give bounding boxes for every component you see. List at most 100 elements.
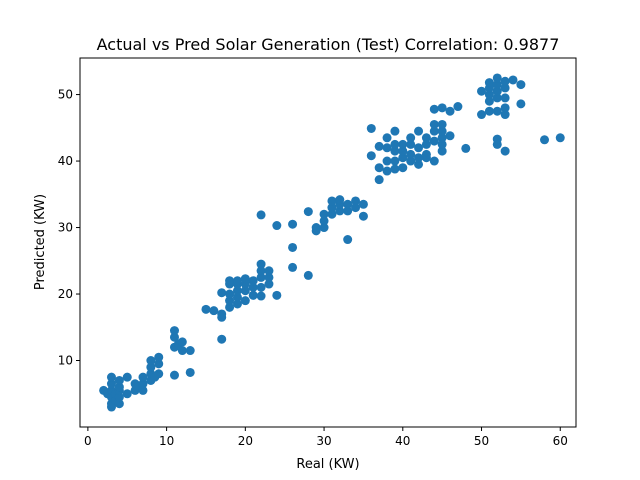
data-point (414, 159, 424, 169)
y-axis-label: Predicted (KW) (33, 194, 48, 290)
data-point (390, 126, 400, 136)
data-point (154, 352, 164, 362)
x-axis-ticks: 0 10 20 30 40 50 60 (84, 427, 568, 448)
data-point (225, 276, 235, 286)
data-point (256, 282, 266, 292)
data-point (374, 141, 384, 151)
data-point (358, 211, 368, 221)
data-point (382, 156, 392, 166)
data-points (99, 73, 565, 412)
data-point (319, 209, 329, 219)
data-point (217, 334, 227, 344)
data-point (303, 270, 313, 280)
data-point (437, 119, 447, 129)
data-point (437, 103, 447, 113)
y-tick-label: 20 (58, 287, 73, 301)
data-point (288, 242, 298, 252)
data-point (492, 86, 502, 96)
data-point (114, 392, 124, 402)
data-point (217, 309, 227, 319)
data-point (122, 389, 132, 399)
data-point (374, 175, 384, 185)
data-point (201, 304, 211, 314)
data-point (138, 385, 148, 395)
data-point (248, 276, 258, 286)
data-point (248, 290, 258, 300)
data-point (240, 274, 250, 284)
data-point (382, 143, 392, 153)
data-point (154, 369, 164, 379)
data-point (232, 299, 242, 309)
data-point (477, 86, 487, 96)
data-point (477, 110, 487, 120)
data-point (114, 375, 124, 385)
data-point (390, 139, 400, 149)
data-point (500, 76, 510, 86)
data-point (335, 195, 345, 205)
data-point (429, 136, 439, 146)
data-point (248, 282, 258, 292)
data-point (106, 372, 116, 382)
data-point (327, 209, 337, 219)
data-point (264, 272, 274, 282)
data-point (169, 370, 179, 380)
data-point (398, 139, 408, 149)
data-point (540, 135, 550, 145)
x-tick-label: 30 (316, 434, 331, 448)
data-point (288, 219, 298, 229)
data-point (484, 78, 494, 88)
data-point (256, 210, 266, 220)
data-point (311, 223, 321, 233)
y-axis-ticks: 10 20 30 40 50 (58, 88, 80, 368)
data-point (516, 99, 526, 109)
data-point (319, 216, 329, 226)
data-point (256, 291, 266, 301)
data-point (398, 153, 408, 163)
data-point (500, 83, 510, 93)
data-point (209, 306, 219, 316)
data-point (382, 133, 392, 143)
x-tick-label: 0 (84, 434, 92, 448)
data-point (217, 288, 227, 298)
data-point (177, 337, 187, 347)
data-point (492, 80, 502, 90)
data-point (453, 102, 463, 112)
data-point (398, 163, 408, 173)
x-axis-label: Real (KW) (296, 457, 359, 472)
data-point (437, 139, 447, 149)
data-point (366, 123, 376, 133)
data-point (351, 203, 361, 213)
data-point (264, 266, 274, 276)
data-point (390, 156, 400, 166)
data-point (484, 106, 494, 116)
data-point (421, 133, 431, 143)
data-point (225, 302, 235, 312)
data-point (351, 196, 361, 206)
data-point (437, 133, 447, 143)
data-point (288, 262, 298, 272)
data-point (146, 362, 156, 372)
data-point (492, 73, 502, 83)
data-point (225, 289, 235, 299)
data-point (303, 207, 313, 217)
data-point (232, 276, 242, 286)
x-tick-label: 50 (474, 434, 489, 448)
plot-frame (79, 57, 577, 428)
data-point (232, 286, 242, 296)
y-tick-label: 50 (58, 88, 73, 102)
x-tick-label: 40 (395, 434, 410, 448)
data-point (146, 356, 156, 366)
data-point (154, 359, 164, 369)
data-point (358, 199, 368, 209)
data-point (319, 223, 329, 233)
data-point (256, 266, 266, 276)
data-point (390, 146, 400, 156)
data-point (406, 139, 416, 149)
data-point (500, 146, 510, 156)
data-point (382, 166, 392, 176)
data-point (177, 346, 187, 356)
data-point (500, 103, 510, 113)
data-point (398, 146, 408, 156)
data-point (437, 126, 447, 136)
